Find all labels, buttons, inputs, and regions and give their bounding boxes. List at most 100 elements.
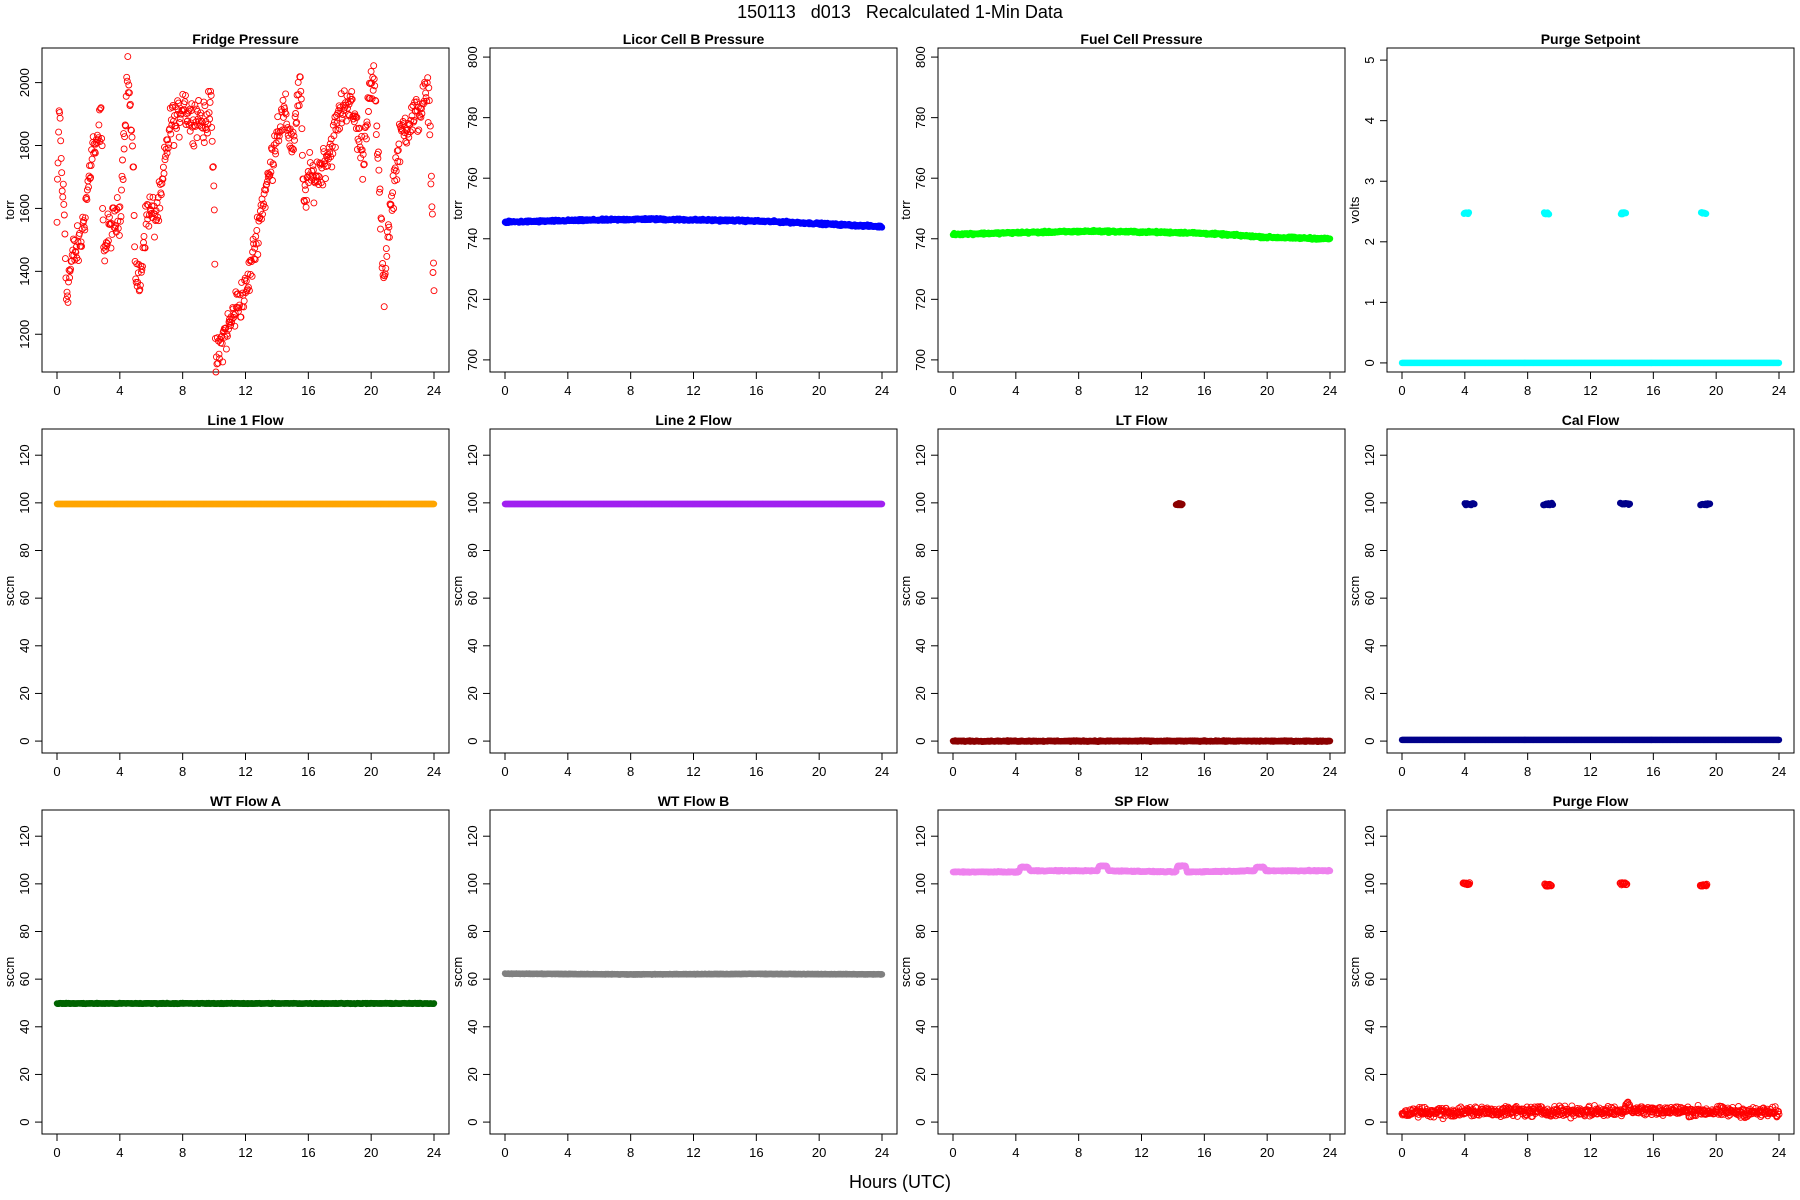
y-tick-label: 1 (1362, 299, 1377, 306)
data-point (190, 122, 198, 129)
data-point (182, 121, 190, 128)
data-point (429, 269, 437, 276)
data-point (160, 170, 168, 177)
data-point (123, 73, 131, 81)
data-points (949, 226, 1334, 243)
data-point (63, 288, 71, 296)
data-point (163, 149, 171, 157)
data-point (165, 140, 173, 148)
data-point (240, 297, 248, 305)
data-point (114, 224, 122, 232)
data-point (306, 148, 314, 156)
data-point (81, 214, 89, 222)
data-point (128, 126, 135, 134)
data-point (107, 220, 114, 228)
data-point (370, 75, 378, 83)
data-point (267, 168, 275, 176)
y-tick-label: 700 (465, 349, 480, 371)
data-point (57, 154, 65, 162)
data-point (204, 129, 211, 137)
y-tick-label: 1400 (17, 257, 32, 286)
data-point (153, 199, 161, 207)
data-point (408, 103, 415, 111)
data-point (154, 213, 162, 221)
data-point (372, 131, 380, 139)
data-point (182, 91, 189, 99)
data-point (263, 180, 271, 188)
data-point (136, 281, 144, 289)
data-point (370, 62, 378, 70)
data-point (334, 126, 342, 134)
data-point (242, 277, 250, 285)
data-point (113, 194, 121, 202)
data-point (427, 180, 435, 188)
data-point (426, 131, 434, 139)
data-point (166, 125, 174, 133)
data-point (88, 155, 96, 163)
data-point (430, 500, 438, 508)
x-tick-label: 4 (116, 383, 123, 398)
data-point (143, 211, 151, 219)
data-point (302, 186, 309, 194)
data-point (101, 257, 109, 265)
data-point (418, 110, 426, 117)
data-point (369, 73, 377, 81)
data-point (417, 113, 425, 121)
data-point (282, 90, 290, 98)
x-tick-label: 8 (627, 764, 634, 779)
data-point (422, 89, 430, 97)
x-tick-label: 4 (116, 764, 123, 779)
data-point (136, 286, 144, 294)
data-point (353, 113, 361, 121)
y-axis-label: torr (898, 200, 913, 220)
y-axis-label: torr (450, 200, 465, 220)
y-tick-label: 2000 (17, 68, 32, 97)
data-point (151, 233, 158, 241)
data-point (218, 339, 226, 347)
data-point (297, 95, 305, 103)
data-point (209, 163, 217, 171)
x-tick-label: 0 (53, 764, 60, 779)
data-point (122, 122, 130, 130)
data-point (210, 182, 218, 190)
data-point (73, 222, 81, 230)
data-point (250, 240, 258, 248)
data-point (303, 196, 311, 204)
x-tick-label: 24 (875, 764, 889, 779)
data-point (338, 115, 346, 123)
data-point (245, 287, 253, 295)
panel-title: Licor Cell B Pressure (623, 31, 765, 47)
x-tick-label: 12 (1134, 383, 1148, 398)
data-point (168, 121, 176, 129)
x-tick-label: 0 (501, 383, 508, 398)
data-point (123, 77, 131, 85)
y-axis-label: sccm (2, 576, 17, 606)
data-point (1702, 210, 1710, 217)
data-point (201, 102, 209, 110)
x-tick-label: 24 (1772, 383, 1786, 398)
y-tick-label: 3 (1362, 178, 1377, 185)
y-tick-label: 80 (465, 543, 480, 557)
data-point (200, 98, 208, 106)
x-tick-label: 8 (1524, 383, 1531, 398)
data-point (325, 155, 333, 163)
data-point (54, 159, 62, 167)
data-point (132, 275, 140, 283)
data-point (403, 139, 411, 147)
x-tick-label: 0 (949, 764, 956, 779)
x-tick-label: 8 (627, 383, 634, 398)
data-points (53, 53, 438, 376)
x-tick-label: 4 (564, 764, 571, 779)
data-point (302, 203, 310, 211)
data-point (157, 191, 165, 199)
data-point (91, 149, 99, 157)
data-point (369, 86, 377, 94)
data-point (348, 95, 356, 103)
data-point (423, 79, 431, 87)
data-point (152, 217, 160, 225)
x-tick-label: 24 (427, 764, 441, 779)
data-point (181, 98, 189, 106)
data-point (102, 238, 110, 246)
data-point (367, 67, 375, 75)
